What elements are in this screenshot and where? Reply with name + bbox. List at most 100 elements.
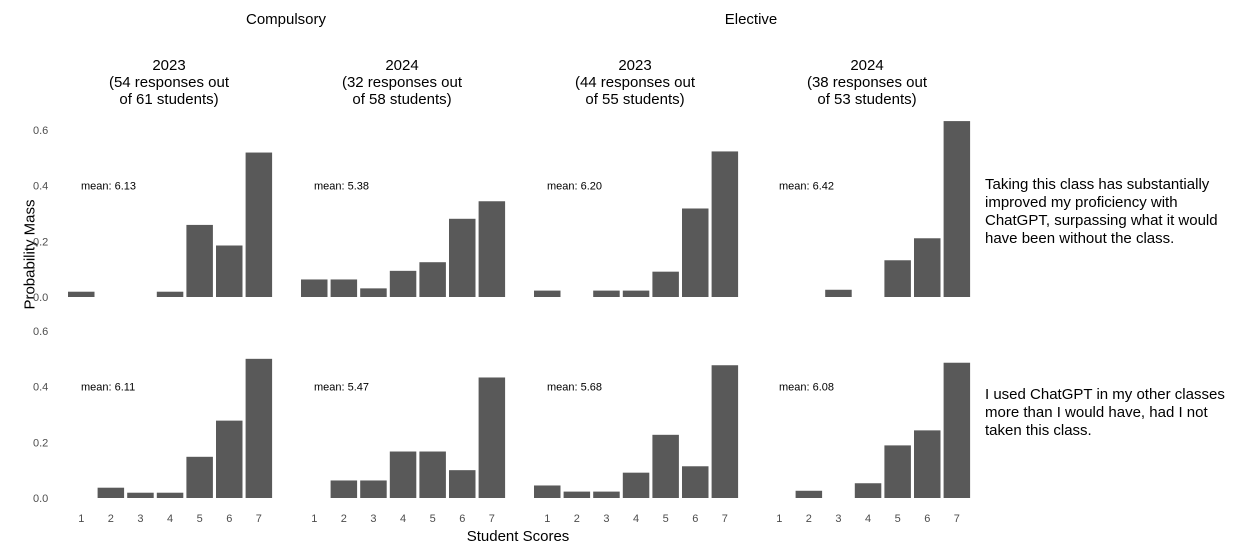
bar [478, 377, 506, 498]
bar [854, 483, 882, 498]
x-tick-label: 3 [370, 513, 376, 525]
bar [449, 470, 476, 498]
row-label-other-classes: I used ChatGPT in my other classes more … [985, 386, 1225, 439]
mean-label: mean: 5.38 [314, 181, 369, 193]
y-tick-label: 0.4 [33, 382, 48, 394]
bar [534, 290, 561, 297]
bar [943, 362, 971, 498]
bar [419, 451, 446, 498]
bar [360, 480, 387, 498]
x-tick-label: 7 [722, 513, 728, 525]
bar [711, 365, 739, 498]
x-tick-label: 7 [954, 513, 960, 525]
bar [330, 279, 358, 297]
bar [622, 290, 650, 297]
x-tick-label: 6 [692, 513, 698, 525]
x-tick-label: 5 [197, 513, 203, 525]
x-tick-label: 4 [167, 513, 173, 525]
bar [914, 430, 941, 498]
x-tick-label: 7 [256, 513, 262, 525]
column-title-3: 2023 (44 responses out of 55 students) [574, 57, 696, 108]
bar [943, 121, 971, 298]
x-tick-label: 4 [865, 513, 871, 525]
y-tick-label: 0.4 [33, 181, 48, 193]
bar [652, 271, 679, 297]
bar [68, 291, 95, 297]
mean-label: mean: 6.20 [547, 181, 602, 193]
x-tick-label: 2 [574, 513, 580, 525]
column-title-4: 2024 (38 responses out of 53 students) [806, 57, 928, 108]
bar [884, 260, 911, 297]
x-tick-label: 5 [663, 513, 669, 525]
bar [186, 456, 213, 498]
mean-label: mean: 6.11 [81, 382, 135, 394]
mean-label: mean: 5.47 [314, 382, 369, 394]
y-tick-label: 0.0 [33, 292, 48, 304]
x-axis-title: Student Scores [466, 528, 570, 545]
x-tick-label: 4 [400, 513, 406, 525]
bar [914, 238, 941, 297]
y-tick-label: 0.6 [33, 326, 48, 338]
x-tick-label: 3 [137, 513, 143, 525]
group-title-elective: Elective [724, 11, 778, 28]
bar [593, 290, 620, 297]
x-tick-label: 5 [895, 513, 901, 525]
bar [245, 358, 273, 498]
bar [795, 490, 823, 498]
bar [330, 480, 358, 498]
y-tick-label: 0.6 [33, 125, 48, 137]
bar [245, 152, 273, 297]
mean-label: mean: 6.13 [81, 181, 136, 193]
column-title-1: 2023 (54 responses out of 61 students) [108, 57, 230, 108]
x-tick-label: 1 [544, 513, 550, 525]
bar [563, 491, 591, 498]
column-title-2: 2024 (32 responses out of 58 students) [341, 57, 463, 108]
x-tick-label: 3 [603, 513, 609, 525]
x-tick-label: 2 [108, 513, 114, 525]
mean-label: mean: 5.68 [547, 382, 602, 394]
bar [682, 466, 709, 498]
bar [216, 245, 243, 297]
bar [622, 472, 650, 498]
bar [682, 208, 709, 297]
bar [186, 224, 213, 297]
row-label-proficiency: Taking this class has substantially impr… [985, 176, 1218, 247]
x-tick-label: 2 [341, 513, 347, 525]
y-tick-label: 0.2 [33, 236, 48, 248]
mean-label: mean: 6.42 [779, 181, 834, 193]
bar [884, 445, 911, 498]
mean-label: mean: 6.08 [779, 382, 834, 394]
y-tick-label: 0.0 [33, 493, 48, 505]
bar [301, 279, 328, 297]
bar [97, 487, 125, 498]
x-tick-label: 1 [78, 513, 84, 525]
bar [156, 291, 184, 297]
bar [216, 420, 243, 498]
bar [825, 289, 852, 297]
x-tick-label: 6 [924, 513, 930, 525]
bar [156, 492, 184, 498]
group-title-compulsory: Compulsory [245, 11, 327, 28]
bar [360, 288, 387, 297]
bar [652, 434, 679, 498]
x-tick-label: 4 [633, 513, 639, 525]
bar [389, 270, 417, 297]
bar [711, 151, 739, 297]
x-tick-label: 2 [806, 513, 812, 525]
y-tick-label: 0.2 [33, 437, 48, 449]
bar [127, 492, 154, 498]
bar [389, 451, 417, 498]
bar [449, 218, 476, 297]
bar [419, 262, 446, 297]
x-tick-label: 6 [459, 513, 465, 525]
x-tick-label: 3 [835, 513, 841, 525]
x-tick-label: 1 [311, 513, 317, 525]
bar [478, 201, 506, 297]
bar [593, 491, 620, 498]
bar [534, 485, 561, 498]
x-tick-label: 6 [226, 513, 232, 525]
x-tick-label: 7 [489, 513, 495, 525]
x-tick-label: 1 [776, 513, 782, 525]
x-tick-label: 5 [430, 513, 436, 525]
